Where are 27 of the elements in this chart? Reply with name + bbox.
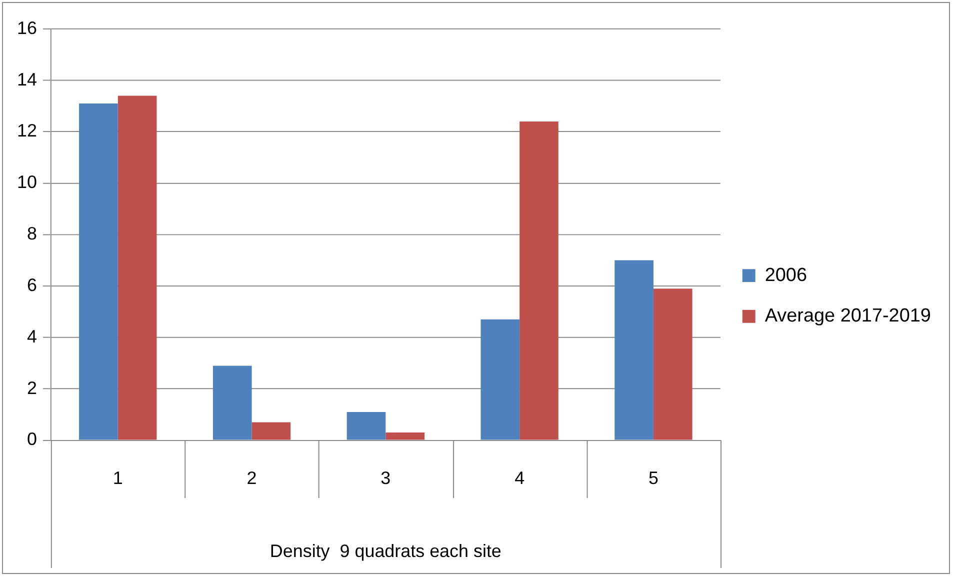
legend-label: 2006	[764, 264, 807, 286]
y-tick-label: 0	[26, 429, 37, 450]
x-tick-label: 1	[112, 468, 123, 488]
bar	[480, 319, 520, 440]
bar	[386, 432, 424, 440]
y-tick-label: 4	[26, 326, 37, 346]
legend-label: Average 2017-2019	[764, 306, 931, 327]
x-axis-title: Density 9 quadrats each site	[270, 541, 502, 562]
y-tick-label: 14	[16, 69, 37, 90]
bar	[346, 412, 386, 440]
x-tick-label: 3	[380, 468, 391, 488]
y-tick-label: 10	[16, 172, 37, 192]
bar	[520, 121, 558, 440]
bar	[212, 366, 252, 440]
bar	[118, 96, 157, 440]
bar	[614, 260, 654, 440]
x-tick-label: 5	[648, 468, 658, 488]
x-tick-label: 4	[514, 468, 525, 488]
bar	[79, 103, 118, 440]
y-tick-label: 6	[26, 274, 37, 295]
bar	[252, 422, 291, 440]
y-tick-label: 2	[26, 378, 37, 398]
y-tick-label: 12	[16, 120, 37, 141]
bar	[653, 288, 692, 440]
y-tick-label: 16	[16, 18, 37, 38]
y-tick-label: 8	[26, 224, 37, 244]
x-tick-label: 2	[246, 468, 257, 488]
